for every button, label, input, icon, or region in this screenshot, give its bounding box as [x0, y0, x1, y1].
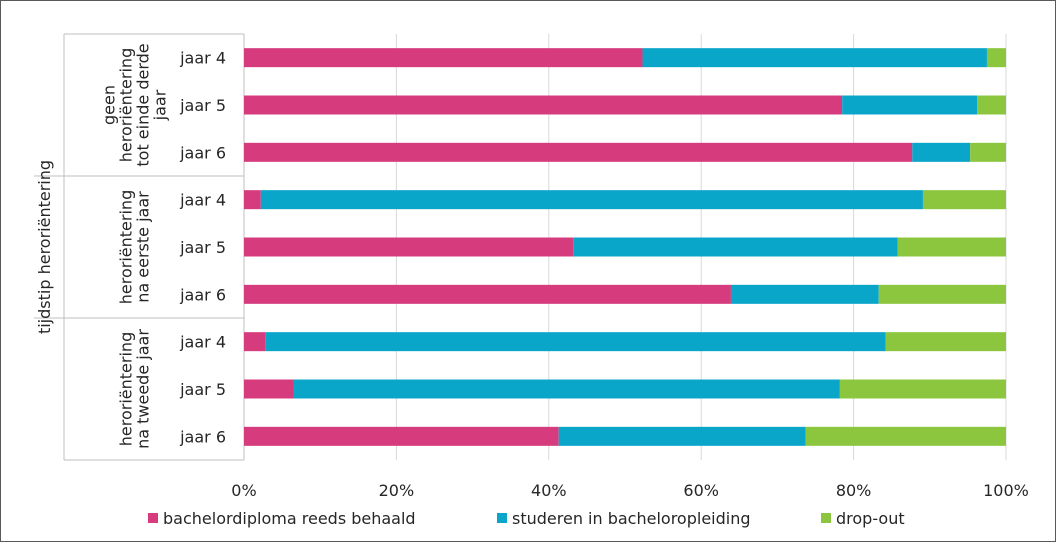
- bar-segment: [265, 332, 886, 352]
- category-label: jaar 6: [179, 427, 226, 446]
- bar-segment: [244, 284, 731, 304]
- legend-swatch: [821, 513, 831, 523]
- bar-segment: [642, 48, 987, 68]
- bar-segment: [244, 237, 574, 257]
- category-label: jaar 4: [179, 333, 226, 352]
- bar-segment: [244, 48, 643, 68]
- group-label-line: jaar: [151, 89, 170, 121]
- legend-label: studeren in bacheloropleiding: [512, 509, 751, 528]
- category-label: jaar 5: [179, 238, 226, 257]
- bar-segment: [986, 48, 1006, 68]
- group-label: heroriënteringna tweede jaar: [117, 329, 153, 449]
- bar-segment: [260, 190, 923, 210]
- bar-segment: [842, 95, 978, 115]
- group-label-line: heroriëntering: [117, 190, 136, 304]
- bar-segment: [970, 142, 1006, 162]
- legend-swatch: [148, 513, 158, 523]
- legend: bachelordiploma reeds behaald studeren in…: [148, 509, 905, 528]
- legend-swatch: [497, 513, 507, 523]
- bar-segment: [912, 142, 971, 162]
- category-axis: jaar 4 jaar 5 jaar 6 jaar 4 jaar 5 jaar 6 jaar…: [34, 33, 245, 461]
- category-label: jaar 5: [179, 380, 226, 399]
- x-tick-label: 0%: [231, 481, 256, 500]
- outer-axis-label: tijdstip heroriëntering: [35, 160, 54, 334]
- bar-segment: [878, 284, 1006, 304]
- group-label: geenheroriënteringtot einde derdejaar: [100, 43, 170, 166]
- bar-segment: [244, 95, 843, 115]
- bar-segment: [558, 426, 806, 446]
- bar-segment: [805, 426, 1006, 446]
- x-tick-label: 60%: [683, 481, 719, 500]
- bar-segment: [839, 379, 1006, 399]
- x-tick-label: 80%: [836, 481, 872, 500]
- bar-segment: [244, 426, 559, 446]
- group-label-line: tot einde derde: [134, 43, 153, 166]
- bar-segment: [730, 284, 879, 304]
- bar-segment: [244, 142, 913, 162]
- category-label: jaar 6: [179, 143, 226, 162]
- bar-segment: [573, 237, 898, 257]
- bar-segment: [244, 379, 294, 399]
- category-label: jaar 5: [179, 96, 226, 115]
- x-tick-label: 40%: [531, 481, 567, 500]
- group-label: heroriënteringna eerste jaar: [117, 190, 153, 304]
- bar-segment: [977, 95, 1006, 115]
- legend-label: bachelordiploma reeds behaald: [163, 509, 416, 528]
- x-tick-label: 100%: [983, 481, 1029, 500]
- legend-label: drop-out: [836, 509, 905, 528]
- group-label-line: na eerste jaar: [134, 191, 153, 303]
- bar-segment: [885, 332, 1006, 352]
- bar-segment: [244, 190, 261, 210]
- x-axis-ticks: 0% 20% 40% 60% 80% 100%: [231, 481, 1029, 500]
- bars: [244, 48, 1006, 446]
- category-label: jaar 4: [179, 49, 226, 68]
- group-label-line: na tweede jaar: [134, 329, 153, 449]
- group-label-line: geen: [100, 85, 119, 125]
- category-label: jaar 6: [179, 285, 226, 304]
- bar-segment: [293, 379, 840, 399]
- bar-segment: [922, 190, 1006, 210]
- category-label: jaar 4: [179, 191, 226, 210]
- bar-segment: [897, 237, 1006, 257]
- x-tick-label: 20%: [379, 481, 415, 500]
- bar-segment: [244, 332, 266, 352]
- group-label-line: heroriëntering: [117, 48, 136, 162]
- group-label-line: heroriëntering: [117, 332, 136, 446]
